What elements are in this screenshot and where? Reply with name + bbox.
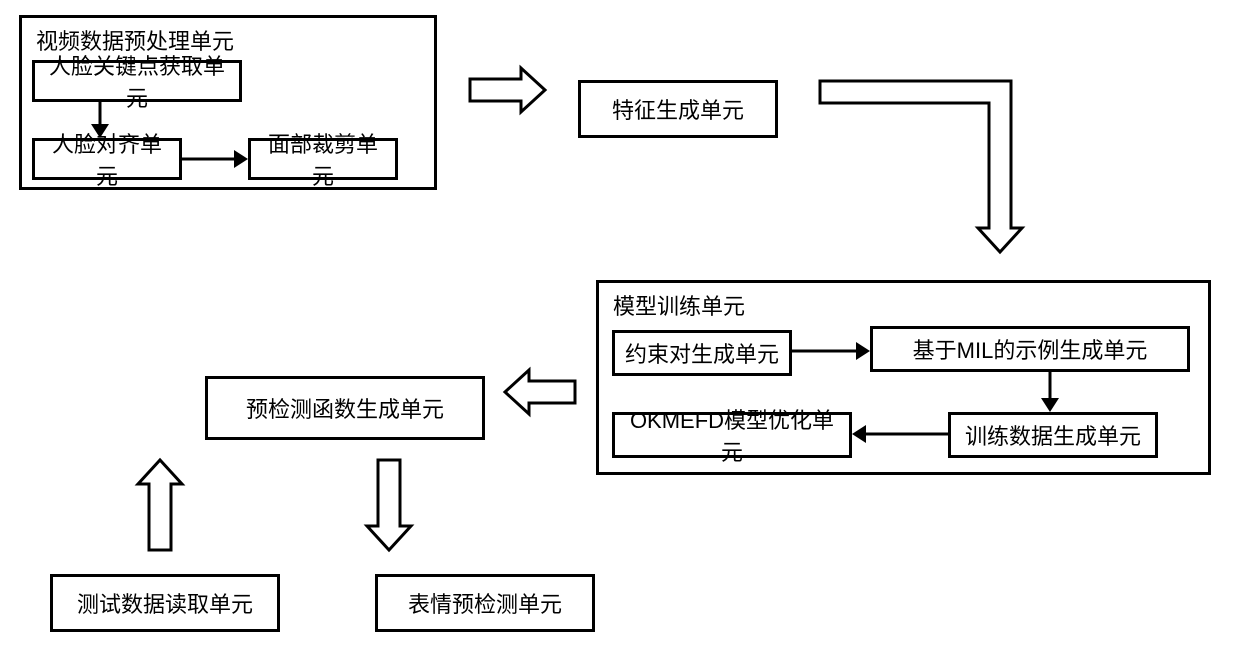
node-align: 人脸对齐单元 — [32, 138, 182, 180]
node-okmefd-label: OKMEFD模型优化单元 — [623, 403, 841, 467]
node-traindata-label: 训练数据生成单元 — [965, 419, 1141, 451]
group-train-title: 模型训练单元 — [613, 289, 745, 321]
node-constraint-label: 约束对生成单元 — [625, 337, 779, 369]
node-crop: 面部裁剪单元 — [248, 138, 398, 180]
node-okmefd: OKMEFD模型优化单元 — [612, 412, 852, 458]
node-predfunc-label: 预检测函数生成单元 — [246, 392, 444, 424]
node-keypoint: 人脸关键点获取单元 — [32, 60, 242, 102]
node-traindata: 训练数据生成单元 — [948, 412, 1158, 458]
node-constraint: 约束对生成单元 — [612, 330, 792, 376]
node-keypoint-label: 人脸关键点获取单元 — [43, 49, 231, 113]
node-testdata-label: 测试数据读取单元 — [77, 587, 253, 619]
node-expr-label: 表情预检测单元 — [408, 587, 562, 619]
node-crop-label: 面部裁剪单元 — [259, 127, 387, 191]
node-predfunc: 预检测函数生成单元 — [205, 376, 485, 440]
node-mil-label: 基于MIL的示例生成单元 — [913, 333, 1148, 365]
node-mil: 基于MIL的示例生成单元 — [870, 326, 1190, 372]
node-align-label: 人脸对齐单元 — [43, 127, 171, 191]
node-feature: 特征生成单元 — [578, 80, 778, 138]
node-expr: 表情预检测单元 — [375, 574, 595, 632]
node-feature-label: 特征生成单元 — [612, 93, 744, 125]
node-testdata: 测试数据读取单元 — [50, 574, 280, 632]
